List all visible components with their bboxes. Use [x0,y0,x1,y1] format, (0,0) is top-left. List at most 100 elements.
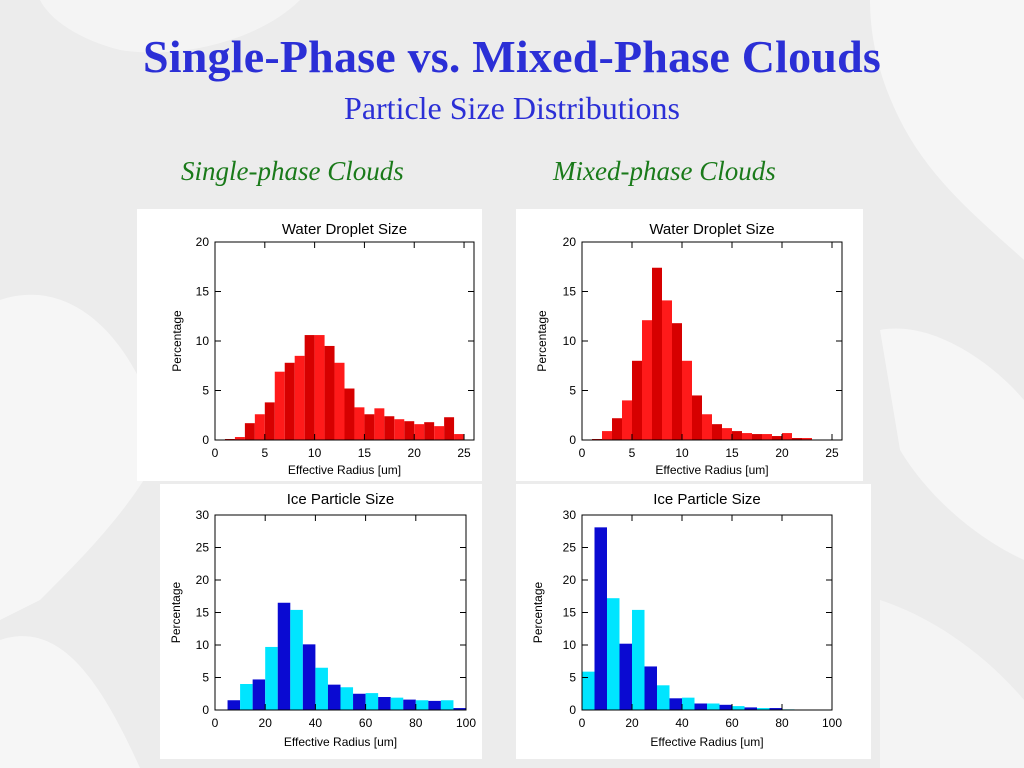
y-tick-label: 10 [563,638,577,652]
chart-bar [302,644,316,710]
chart-bar [652,267,662,440]
mixed-phase-ice-chart-panel: 0 5 10 15 20 25 30 0 20 40 60 80 100 Ice Particle Siz… [516,484,871,759]
y-axis-label: Percentage [170,310,184,372]
y-tick-label: 0 [569,433,576,447]
chart-title: Ice Particle Size [653,491,761,508]
chart-bar [252,679,266,710]
chart-bar [762,434,772,440]
x-tick-label: 15 [725,446,739,460]
y-tick-label: 20 [563,235,577,249]
chart-bar [340,687,354,710]
chart-bar [694,703,707,710]
chart-bar [394,419,405,440]
chart-title: Water Droplet Size [282,221,407,238]
chart-bar [632,609,645,710]
chart-bar [265,646,278,710]
x-tick-label: 15 [358,446,372,460]
y-tick-label: 0 [202,703,209,717]
chart-bar [752,434,762,440]
y-tick-label: 15 [196,285,210,299]
x-tick-label: 60 [359,716,373,730]
chart-bar [602,431,612,440]
chart-bar [324,345,335,440]
chart-bar [707,703,720,710]
x-tick-label: 40 [675,716,689,730]
x-axis-label: Effective Radius [um] [655,463,768,477]
y-tick-label: 25 [563,541,577,555]
x-tick-label: 20 [408,446,422,460]
chart-bar [294,355,305,440]
chart-bar [284,362,295,440]
chart-bar [353,693,366,710]
y-axis-label: Percentage [531,581,545,643]
y-tick-label: 30 [196,508,210,522]
chart-bar [240,684,253,710]
plot-frame [214,514,467,711]
chart-title: Water Droplet Size [649,221,774,238]
chart-bar [414,424,425,440]
y-tick-label: 10 [563,334,577,348]
chart-bar [622,400,632,440]
chart-bar [315,667,328,710]
chart-bar [428,700,441,710]
y-tick-label: 20 [563,573,577,587]
chart-bar [712,424,722,440]
chart-bar [234,437,245,440]
y-tick-label: 5 [202,671,209,685]
y-tick-label: 15 [563,606,577,620]
single-phase-ice-chart-panel: 0 5 10 15 20 25 30 0 20 40 60 80 100 Ice Particle Siz… [160,484,482,759]
chart-bar [802,438,812,440]
chart-bar [444,417,455,440]
x-tick-label: 0 [579,716,586,730]
x-tick-label: 5 [629,446,636,460]
chart-bar [434,426,445,440]
chart-bar [582,671,595,710]
chart-bar [327,684,341,710]
chart-bar [619,643,632,710]
slide-subtitle: Particle Size Distributions [344,90,680,126]
chart-bar [364,414,375,440]
y-tick-label: 10 [196,334,210,348]
y-axis-label: Percentage [169,581,183,643]
chart-bar [244,423,255,440]
y-tick-label: 20 [196,235,210,249]
chart-bar [744,707,757,710]
chart-bar [454,434,465,440]
y-tick-label: 15 [563,285,577,299]
x-axis-label: Effective Radius [um] [650,735,763,749]
chart-bar [672,323,682,440]
chart-bar [594,527,607,710]
x-tick-label: 0 [212,716,219,730]
chart-bar [657,685,670,710]
y-tick-label: 30 [563,508,577,522]
chart-bar [732,431,742,440]
slide-title: Single-Phase vs. Mixed-Phase Clouds [143,31,881,82]
chart-bar [644,666,657,710]
chart-bar [304,335,315,440]
chart-bar [682,697,695,710]
plot-frame [581,241,843,441]
chart-bar [404,421,415,440]
chart-bar [732,706,745,710]
chart-bar [314,335,325,440]
y-tick-label: 0 [569,703,576,717]
x-tick-label: 80 [409,716,423,730]
x-tick-label: 60 [725,716,739,730]
chart-bar [415,700,429,710]
chart-bar [254,414,265,440]
chart-bar [274,371,285,440]
chart-bar [682,360,692,440]
chart-bar [772,436,782,440]
chart-bar [692,395,702,440]
single-phase-column-label: Single-phase Clouds [181,156,404,186]
chart-title: Ice Particle Size [287,491,395,508]
chart-bar [384,416,395,440]
y-tick-label: 5 [569,671,576,685]
chart-bar [607,598,620,710]
chart-bar [757,708,770,710]
chart-bar [378,697,391,710]
x-axis-label: Effective Radius [um] [284,735,397,749]
x-tick-label: 100 [822,716,842,730]
x-tick-label: 20 [775,446,789,460]
